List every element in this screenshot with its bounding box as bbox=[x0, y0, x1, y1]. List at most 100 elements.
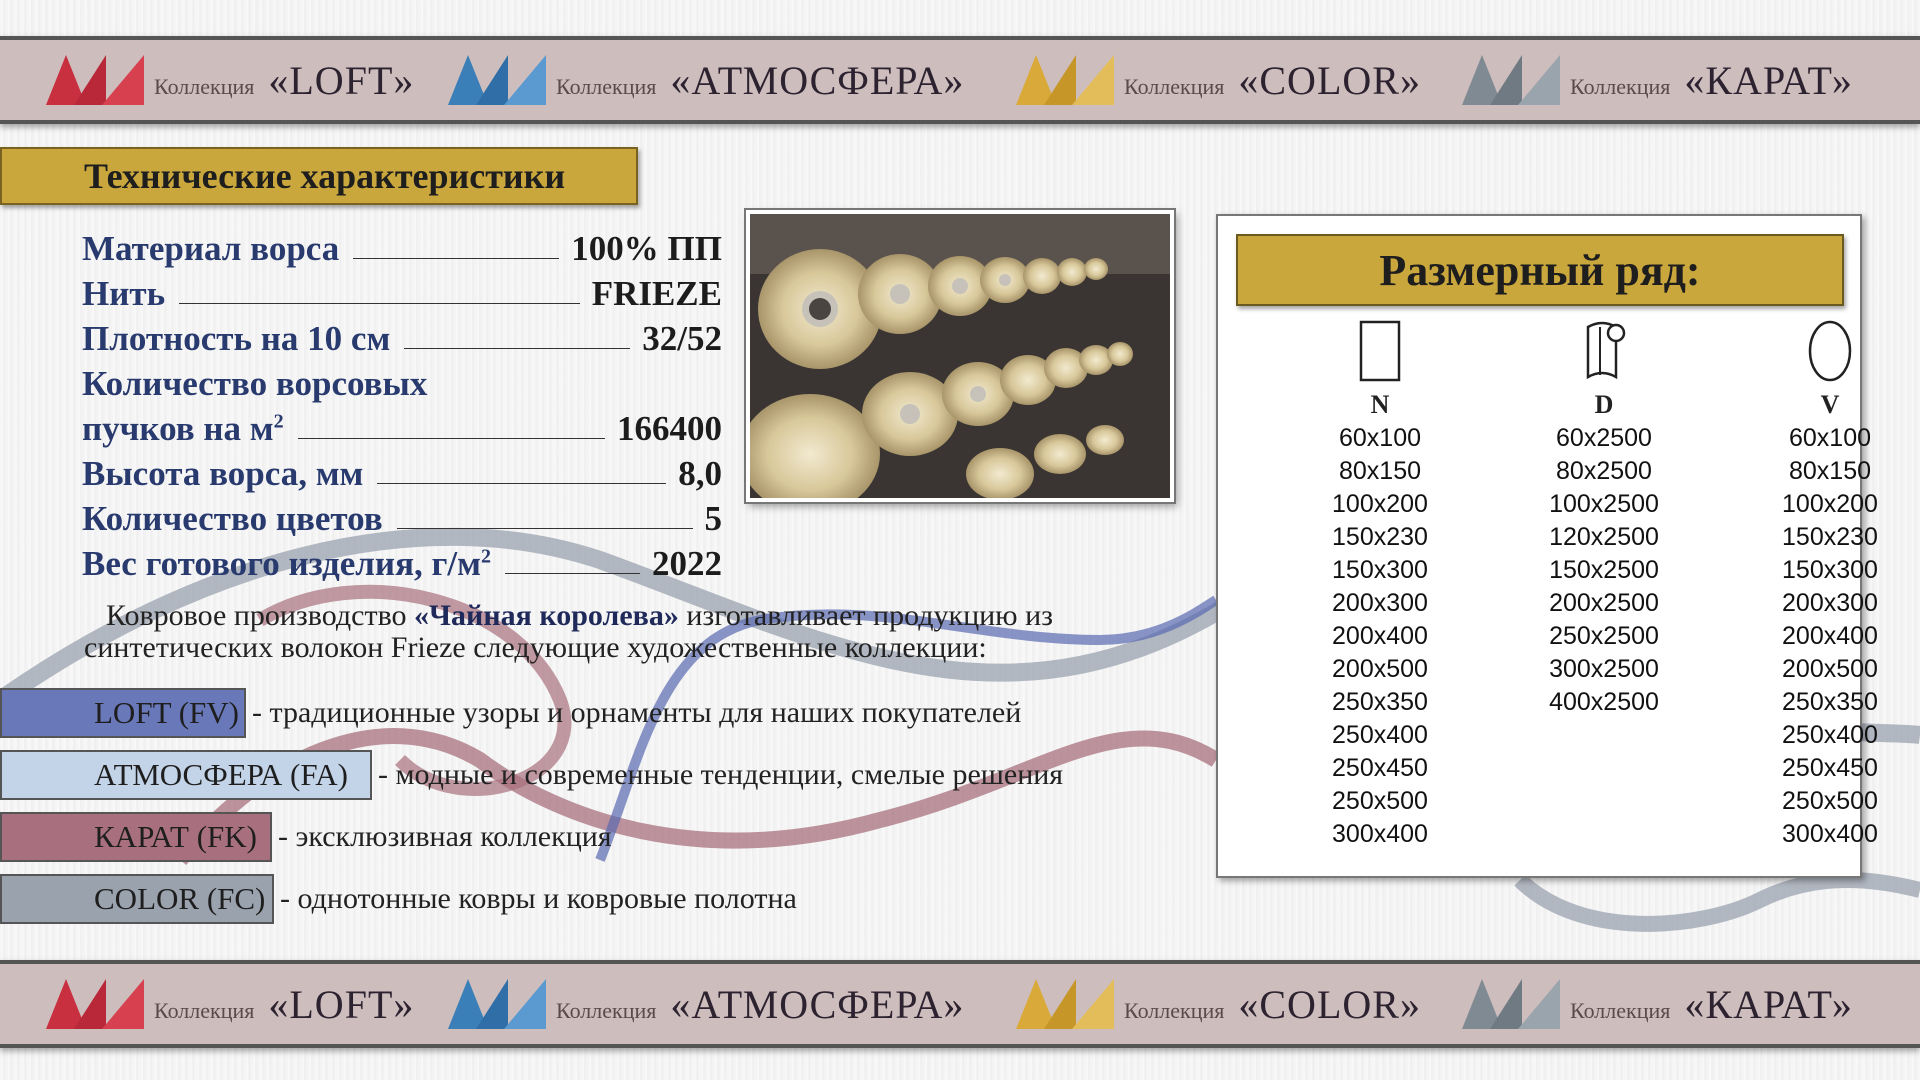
spec-value: 100% ПП bbox=[571, 229, 722, 268]
spec-row: Вес готового изделия, г/м2 2022 bbox=[82, 539, 722, 584]
spec-row: Количество цветов 5 bbox=[82, 494, 722, 539]
collections-band-bottom: Коллекция «LOFT» Коллекция «АТМОСФЕРА» К… bbox=[0, 960, 1920, 1048]
leader-line bbox=[179, 303, 580, 304]
collection-word: Коллекция bbox=[1124, 74, 1225, 99]
size-range-panel: Размерный ряд: N 60x100 80x150 100x200 150x… bbox=[1216, 214, 1878, 878]
spec-row: Материал ворса 100% ПП bbox=[82, 224, 722, 269]
color-logo-icon bbox=[1016, 55, 1114, 105]
collection-word: Коллекция bbox=[154, 998, 255, 1023]
collection-row-loft: LOFT (FV) - традиционные узоры и орнамен… bbox=[0, 688, 1021, 738]
oval-icon bbox=[1730, 316, 1920, 386]
size-item: 150x230 bbox=[1332, 523, 1428, 551]
size-item: 250x350 bbox=[1332, 688, 1428, 716]
size-item: 300x2500 bbox=[1549, 655, 1659, 683]
band-collection-color: Коллекция «COLOR» bbox=[1014, 964, 1421, 1044]
band-collection-loft: Коллекция «LOFT» bbox=[44, 964, 414, 1044]
size-item: 400x2500 bbox=[1549, 688, 1659, 716]
leader-line bbox=[396, 528, 693, 529]
collection-word: Коллекция bbox=[1570, 998, 1671, 1023]
collection-tag: LOFT (FV) bbox=[0, 688, 246, 738]
spec-label: Высота ворса, мм bbox=[82, 454, 364, 493]
collection-row-karat: КАРАТ (FK) - эксклюзивная коллекция bbox=[0, 812, 612, 862]
collection-description: - традиционные узоры и орнаменты для наш… bbox=[252, 696, 1022, 729]
intro-before: Ковровое производство bbox=[106, 599, 415, 632]
spec-label: Материал ворса bbox=[82, 229, 340, 268]
karat-logo-icon bbox=[1462, 979, 1560, 1029]
size-item: 200x300 bbox=[1782, 589, 1878, 617]
size-item: 200x500 bbox=[1782, 655, 1878, 683]
spec-row: Нить FRIEZE bbox=[82, 269, 722, 314]
brand-name: «Чайная королева» bbox=[414, 599, 679, 632]
collection-row-atmosfera: АТМОСФЕРА (FA) - модные и современные те… bbox=[0, 750, 1063, 800]
collections-band-top: Коллекция «LOFT» Коллекция «АТМОСФЕРА» К… bbox=[0, 36, 1920, 124]
leader-line bbox=[297, 438, 605, 439]
spec-value: FRIEZE bbox=[591, 274, 722, 313]
collection-word: Коллекция bbox=[1570, 74, 1671, 99]
collection-word: Коллекция bbox=[1124, 998, 1225, 1023]
intro-line-1: Ковровое производство «Чайная королева» … bbox=[84, 600, 1204, 632]
spec-value: 166400 bbox=[617, 409, 722, 448]
spec-row: Высота ворса, мм 8,0 bbox=[82, 449, 722, 494]
yarn-spools-image bbox=[750, 214, 1170, 498]
size-item: 120x2500 bbox=[1549, 523, 1659, 551]
size-list-d: 60x2500 80x2500 100x2500 120x2500 150x2500 20… bbox=[1504, 422, 1704, 719]
collection-name: «LOFT» bbox=[268, 981, 415, 1027]
size-item: 60x100 bbox=[1338, 424, 1422, 452]
size-item: 200x500 bbox=[1332, 655, 1428, 683]
collection-name: «COLOR» bbox=[1238, 981, 1421, 1027]
collection-tag: АТМОСФЕРА (FA) bbox=[0, 750, 372, 800]
tech-title: Технические характеристики bbox=[0, 147, 638, 205]
collection-description: - модные и современные тенденции, смелые… bbox=[378, 758, 1064, 791]
size-item: 100x2500 bbox=[1549, 490, 1659, 518]
roll-icon bbox=[1504, 316, 1704, 386]
size-item: 250x450 bbox=[1332, 754, 1428, 782]
loft-logo-icon bbox=[46, 979, 144, 1029]
size-column-head: N bbox=[1370, 390, 1390, 419]
size-item: 60x100 bbox=[1788, 424, 1872, 452]
spec-value: 32/52 bbox=[642, 319, 722, 358]
size-item: 300x400 bbox=[1782, 820, 1878, 848]
spec-label-text: Вес готового изделия, г/м bbox=[82, 544, 481, 583]
spec-row: Плотность на 10 см 32/52 bbox=[82, 314, 722, 359]
spec-label-text: пучков на м bbox=[82, 409, 274, 448]
spec-label: пучков на м2 bbox=[82, 409, 284, 449]
color-logo-icon bbox=[1016, 979, 1114, 1029]
size-item: 250x450 bbox=[1782, 754, 1878, 782]
spec-label: Плотность на 10 см bbox=[82, 319, 391, 358]
collection-word: Коллекция bbox=[556, 998, 657, 1023]
size-item: 200x300 bbox=[1332, 589, 1428, 617]
spec-label: Вес готового изделия, г/м2 bbox=[82, 544, 491, 584]
spec-label: Количество цветов bbox=[82, 499, 383, 538]
size-column-v: V 60x100 80x150 100x200 150x230 150x300 200x3… bbox=[1730, 316, 1920, 851]
spec-row: Количество ворсовых bbox=[82, 359, 722, 404]
size-item: 60x2500 bbox=[1556, 424, 1652, 452]
size-item: 200x2500 bbox=[1549, 589, 1659, 617]
atmosfera-logo-icon bbox=[448, 55, 546, 105]
leader-line bbox=[353, 258, 560, 259]
collection-name: «КАРАТ» bbox=[1684, 981, 1853, 1027]
size-item: 80x150 bbox=[1338, 457, 1422, 485]
rectangle-icon bbox=[1280, 316, 1480, 386]
loft-logo-icon bbox=[46, 55, 144, 105]
size-item: 100x200 bbox=[1332, 490, 1428, 518]
collection-row-color: COLOR (FC) - однотонные ковры и ковровые… bbox=[0, 874, 797, 924]
size-item: 250x400 bbox=[1782, 721, 1878, 749]
leader-line bbox=[404, 348, 631, 349]
size-list-n: 60x100 80x150 100x200 150x230 150x300 200x300… bbox=[1280, 422, 1480, 851]
size-item: 150x300 bbox=[1782, 556, 1878, 584]
karat-logo-icon bbox=[1462, 55, 1560, 105]
size-item: 200x400 bbox=[1332, 622, 1428, 650]
spec-label: Нить bbox=[82, 274, 166, 313]
size-item: 150x230 bbox=[1782, 523, 1878, 551]
size-item: 250x400 bbox=[1332, 721, 1428, 749]
size-item: 250x2500 bbox=[1549, 622, 1659, 650]
size-item: 80x150 bbox=[1788, 457, 1872, 485]
spec-row: пучков на м2 166400 bbox=[82, 404, 722, 449]
size-column-n: N 60x100 80x150 100x200 150x230 150x300 200x3… bbox=[1280, 316, 1480, 851]
leader-line bbox=[377, 483, 667, 484]
spec-label: Количество ворсовых bbox=[82, 364, 428, 403]
size-item: 150x2500 bbox=[1549, 556, 1659, 584]
size-item: 150x300 bbox=[1332, 556, 1428, 584]
size-item: 250x500 bbox=[1332, 787, 1428, 815]
collection-name: «LOFT» bbox=[268, 57, 415, 103]
